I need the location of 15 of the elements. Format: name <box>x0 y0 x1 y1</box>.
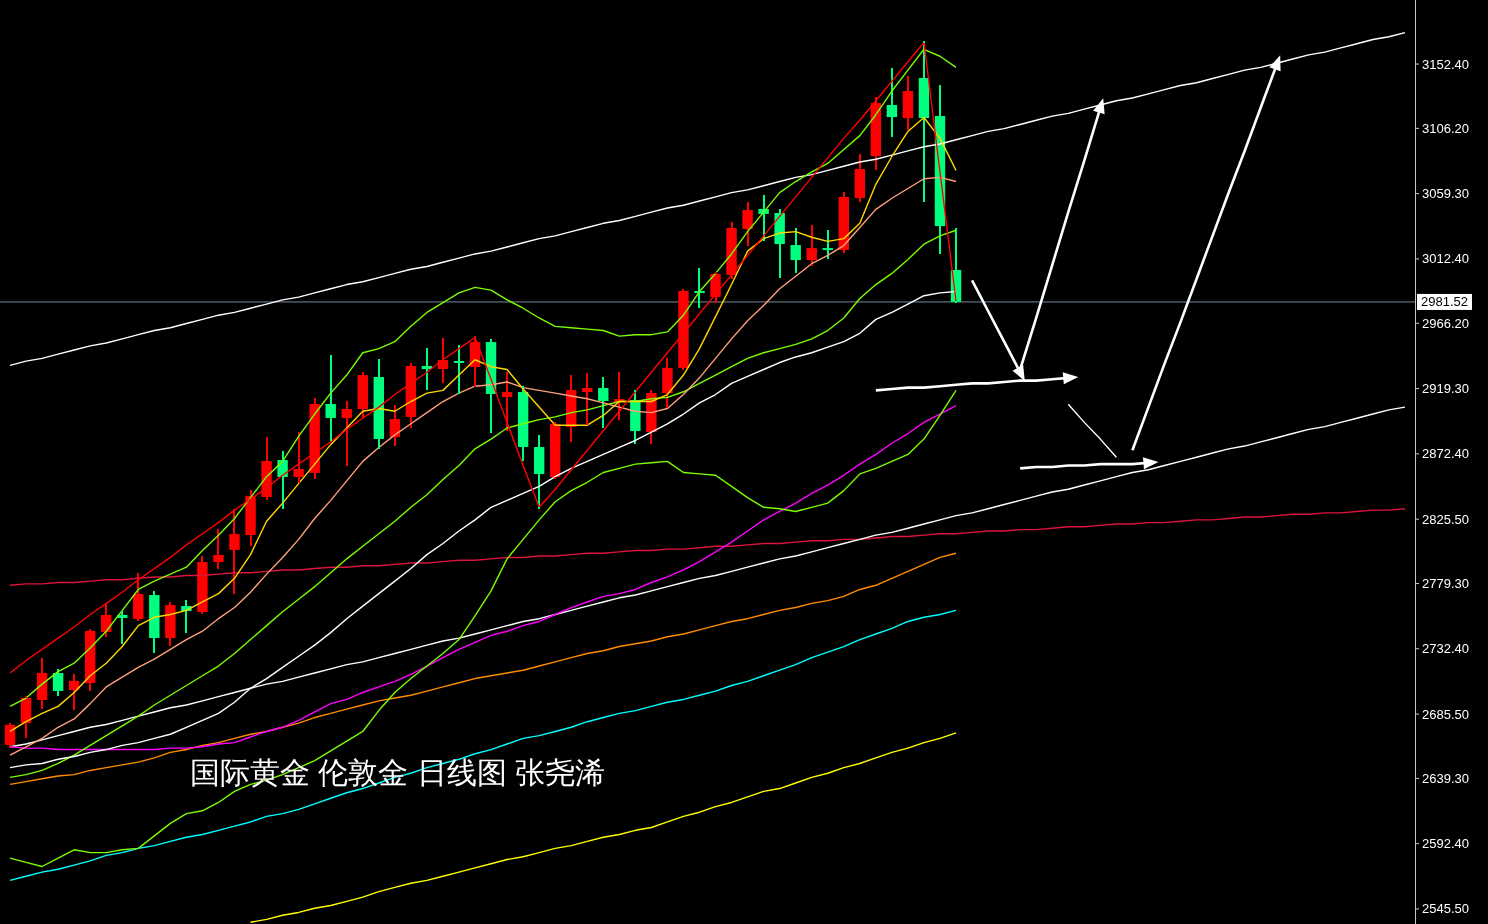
ref-line-label: 2981.52 <box>1421 294 1468 310</box>
y-tick-label: 3012.40 <box>1422 251 1469 267</box>
y-tick-label: 2919.30 <box>1422 381 1469 397</box>
y-tick-label: 2592.40 <box>1422 836 1469 852</box>
y-tick-label: 2825.50 <box>1422 511 1469 527</box>
y-tick-label: 2966.20 <box>1422 315 1469 331</box>
y-tick-label: 3106.20 <box>1422 120 1469 136</box>
y-tick-label: 2779.30 <box>1422 575 1469 591</box>
y-tick-label: 2685.50 <box>1422 706 1469 722</box>
y-tick-label: 2732.40 <box>1422 641 1469 657</box>
y-tick-label: 2545.50 <box>1422 901 1469 917</box>
y-tick-label: 2872.40 <box>1422 446 1469 462</box>
y-tick-label: 3152.40 <box>1422 56 1469 72</box>
y-tick-label: 3059.30 <box>1422 186 1469 202</box>
y-tick-label: 2639.30 <box>1422 770 1469 786</box>
